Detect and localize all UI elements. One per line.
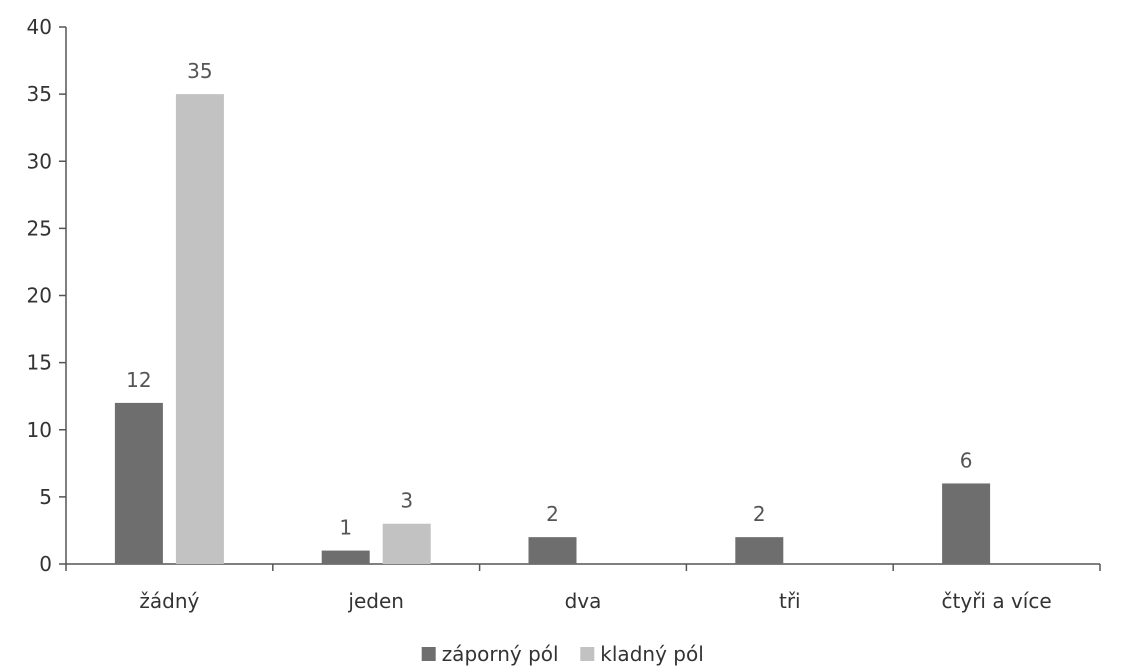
bar (735, 537, 784, 564)
axes-layer: 0 5 10 15 20 25 30 35 40 žádný jeden dva tři čtyři a … (27, 15, 1101, 613)
y-tick-label: 0 (39, 552, 52, 576)
x-tick-label: dva (565, 589, 602, 613)
y-tick-label: 15 (27, 351, 52, 375)
bar (175, 94, 224, 564)
bar (321, 550, 370, 564)
y-tick-label: 40 (27, 15, 52, 39)
data-label: 1 (339, 516, 352, 540)
x-tick-label: jeden (347, 589, 404, 613)
x-tick-label: tři (779, 589, 801, 613)
legend: záporný pól kladný pól (421, 642, 704, 666)
y-tick-label: 20 (27, 284, 52, 308)
y-tick-label: 5 (39, 485, 52, 509)
legend-swatch (580, 647, 595, 661)
data-label: 2 (753, 502, 766, 526)
bars-layer (114, 94, 991, 564)
bar (528, 537, 577, 564)
legend-label: kladný pól (600, 642, 703, 666)
legend-swatch (421, 647, 436, 661)
y-tick-label: 10 (27, 418, 52, 442)
data-label: 3 (400, 489, 413, 513)
y-tick-label: 25 (27, 216, 52, 240)
y-tick-label: 35 (27, 82, 52, 106)
legend-label: záporný pól (442, 642, 559, 666)
x-tick-label: žádný (139, 589, 199, 613)
bar (942, 483, 991, 564)
bar (114, 402, 163, 564)
data-label: 2 (546, 502, 559, 526)
x-tick-label: čtyři a více (942, 589, 1052, 613)
bar (382, 523, 431, 564)
data-label: 12 (126, 368, 151, 392)
data-label: 6 (960, 448, 973, 472)
y-tick-label: 30 (27, 149, 52, 173)
data-label: 35 (187, 59, 212, 83)
